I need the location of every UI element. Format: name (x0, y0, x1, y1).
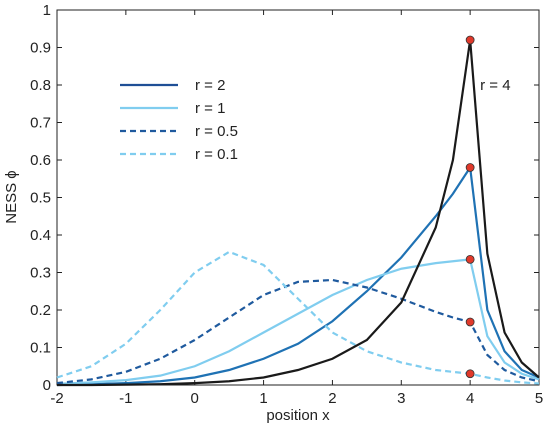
peak-marker (465, 254, 475, 264)
y-tick-label: 0.6 (30, 152, 51, 169)
peak-marker (465, 369, 475, 379)
y-tick-label: 0.1 (30, 340, 51, 357)
x-tick-label: 1 (259, 390, 267, 407)
x-tick-label: 3 (397, 390, 405, 407)
x-tick-label: 5 (535, 390, 543, 407)
y-tick-label: 0.5 (30, 190, 51, 207)
peak-marker (465, 163, 475, 172)
y-tick-label: 0.4 (30, 227, 51, 244)
y-axis-label: NESS ϕ (3, 170, 20, 223)
series-line (56, 250, 540, 385)
series-annotation: r = 4 (480, 77, 510, 94)
series-line (56, 258, 540, 385)
y-tick-label: 1 (43, 2, 51, 19)
legend-label: r = 1 (195, 100, 225, 117)
y-tick-label: 0.7 (30, 115, 51, 132)
peak-marker (465, 35, 475, 45)
x-tick-label: 4 (466, 390, 474, 407)
y-tick-label: 0.3 (30, 265, 51, 282)
x-tick-label: -1 (119, 390, 132, 407)
legend-label: r = 0.5 (195, 123, 238, 140)
y-tick-label: 0.9 (30, 40, 51, 57)
series-line (56, 278, 540, 385)
x-axis-label: position x (266, 407, 330, 424)
x-tick-label: 2 (328, 390, 336, 407)
x-tick-label: -2 (50, 390, 63, 407)
series-line (56, 164, 540, 387)
legend-label: r = 2 (195, 77, 225, 94)
y-tick-label: 0.2 (30, 302, 51, 319)
y-tick-label: 0 (43, 377, 51, 394)
x-tick-label: 0 (191, 390, 199, 407)
y-tick-label: 0.8 (30, 77, 51, 94)
legend-label: r = 0.1 (195, 146, 238, 163)
peak-marker (465, 317, 475, 327)
series-line (57, 39, 540, 387)
